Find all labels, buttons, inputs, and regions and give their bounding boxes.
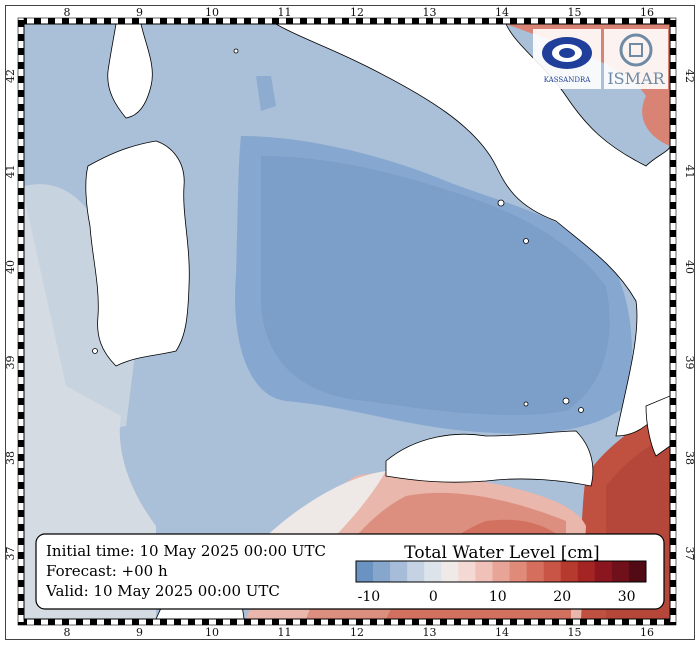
colorbar-swatch [424,561,442,582]
colorbar-swatch [441,561,459,582]
colorbar-swatch [356,561,374,582]
ismar-logo-text: ISMAR [607,69,665,88]
lon-tick-label-bottom: 12 [350,626,364,639]
lon-tick-label-top: 11 [278,6,292,19]
colorbar-outline [355,560,647,583]
colorbar-swatch [628,561,647,582]
map-border [17,17,677,626]
lat-tick-label-right: 37 [683,547,694,561]
latitude-labels-left: 42 41 40 39 38 37 [4,69,17,561]
colorbar-title: Total Water Level [cm] [404,543,599,563]
lon-tick-label-top: 16 [640,6,654,19]
kassandra-logo: KASSANDRA [533,29,601,89]
colorbar [355,560,647,583]
colorbar-tick-label: 0 [429,589,438,605]
lon-tick-label-top: 8 [64,6,71,19]
forecast-text: Forecast: +00 h [46,562,168,580]
colorbar-tick-label: 10 [489,589,507,605]
lon-tick-label-top: 13 [423,6,437,19]
lon-tick-label-bottom: 14 [495,626,509,639]
colorbar-swatch [526,561,544,582]
lon-tick-label-top: 14 [495,6,509,19]
colorbar-swatch [407,561,425,582]
latitude-labels-right: 42 41 40 39 38 37 [683,69,696,561]
lat-tick-label-right: 40 [683,260,694,274]
lon-tick-label-bottom: 8 [64,626,71,639]
lon-tick-label-bottom: 9 [136,626,143,639]
kassandra-logo-text: KASSANDRA [544,76,592,84]
colorbar-swatch [373,561,391,582]
lat-tick-label-right: 38 [683,451,694,465]
lon-tick-label-bottom: 11 [278,626,292,639]
lon-tick-label-bottom: 16 [640,626,654,639]
colorbar-swatch [611,561,630,582]
colorbar-swatch [577,561,596,582]
colorbar-swatch [458,561,476,582]
lon-tick-label-bottom: 10 [205,626,219,639]
colorbar-swatch [560,561,579,582]
sea-field [24,24,670,619]
lat-tick-label-left: 42 [6,69,17,83]
lon-tick-label-bottom: 15 [568,626,582,639]
lon-tick-label-top: 15 [568,6,582,19]
lat-tick-label-right: 39 [683,356,694,370]
colorbar-swatch [543,561,562,582]
colorbar-swatch [390,561,408,582]
colorbar-swatch [492,561,510,582]
longitude-labels-top: 8 9 10 11 12 13 14 15 16 [64,6,655,19]
colorbar-tick-label: 20 [553,589,571,605]
lat-tick-label-left: 41 [6,165,17,179]
colorbar-swatch [594,561,613,582]
lat-tick-label-left: 38 [6,451,17,465]
colorbar-tick-label: -10 [358,589,381,605]
lat-tick-label-left: 37 [6,547,17,561]
ismar-logo: ISMAR [604,29,668,89]
info-box: Initial time: 10 May 2025 00:00 UTC Fore… [35,533,665,610]
lat-tick-label-right: 42 [683,69,694,83]
lon-tick-label-bottom: 13 [423,626,437,639]
colorbar-ticks: -10 0 10 20 30 [358,589,636,605]
lon-tick-label-top: 9 [136,6,143,19]
longitude-labels-bottom: 8 9 10 11 12 13 14 15 16 [64,626,655,639]
lat-tick-label-left: 40 [6,260,17,274]
map-frame: 8 9 10 11 12 13 14 15 16 8 9 10 11 12 13 14 15 16 42 41 40… [4,5,696,640]
colorbar-tick-label: 30 [618,589,636,605]
colorbar-swatch [475,561,493,582]
initial-time-text: Initial time: 10 May 2025 00:00 UTC [46,542,326,560]
colorbar-swatch [509,561,527,582]
lon-tick-label-top: 12 [350,6,364,19]
valid-time-text: Valid: 10 May 2025 00:00 UTC [45,582,280,600]
lon-tick-label-top: 10 [205,6,219,19]
water-level-map: 8 9 10 11 12 13 14 15 16 8 9 10 11 12 13 14 15 16 42 41 40… [4,6,696,639]
lat-tick-label-left: 39 [6,356,17,370]
lat-tick-label-right: 41 [683,165,694,179]
